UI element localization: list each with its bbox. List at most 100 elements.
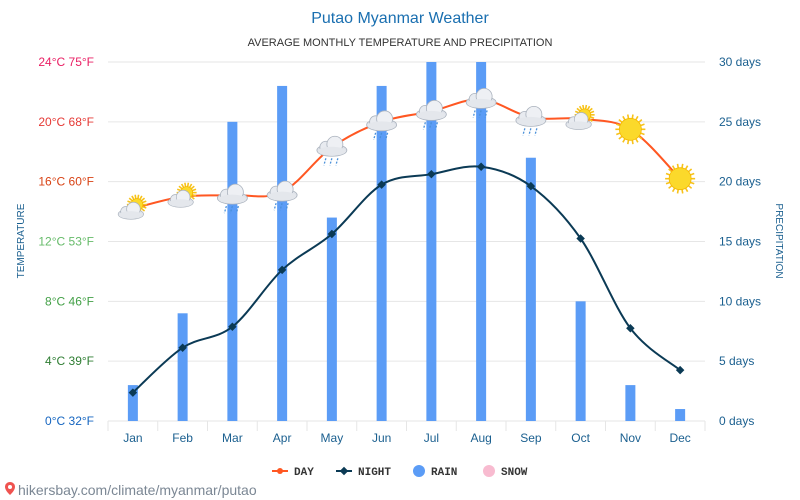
y-right-tick: 20 days bbox=[719, 175, 761, 189]
legend-item-day: DAY bbox=[272, 467, 314, 479]
night-point bbox=[675, 365, 685, 375]
rain-drop bbox=[528, 128, 532, 136]
rain-drop bbox=[373, 132, 377, 141]
axis-ticks: 0°C 32°F 0 days 4°C 39°F 5 days 8°C 46°F 10 d… bbox=[38, 55, 761, 445]
rain-bar bbox=[326, 217, 337, 421]
y-left-tick: 12°C 53°F bbox=[38, 235, 94, 249]
rain-drop bbox=[223, 205, 227, 214]
rain-drop bbox=[235, 205, 239, 214]
x-tick-label: Mar bbox=[222, 431, 243, 445]
rain-cloud-icon bbox=[216, 183, 248, 214]
legend-label: SNOW bbox=[501, 467, 528, 479]
cloud-shape bbox=[316, 135, 348, 157]
footer-url[interactable]: hikersbay.com/climate/myanmar/putao bbox=[18, 482, 257, 498]
sun-icon bbox=[615, 114, 646, 145]
rain-drop bbox=[285, 202, 289, 211]
night-point bbox=[377, 180, 386, 189]
rain-bar bbox=[227, 121, 238, 421]
cloud-shape bbox=[415, 99, 447, 121]
location-pin-icon bbox=[5, 482, 15, 495]
y-left-tick: 20°C 68°F bbox=[38, 115, 94, 129]
cloud-shape bbox=[565, 112, 592, 130]
rain-drop bbox=[279, 202, 283, 211]
y-right-tick: 15 days bbox=[719, 235, 761, 249]
night-point bbox=[327, 229, 337, 239]
night-point bbox=[427, 169, 436, 179]
chart-title: Putao Myanmar Weather bbox=[311, 10, 489, 27]
rain-drop bbox=[534, 128, 538, 136]
day-line bbox=[132, 98, 681, 210]
y-right-axis-label: PRECIPITATION bbox=[773, 203, 784, 278]
cloud-shape bbox=[465, 87, 497, 109]
rain-drop bbox=[522, 128, 526, 136]
legend-marker bbox=[339, 466, 349, 476]
rain-bar bbox=[625, 385, 636, 421]
y-left-axis-label: TEMPERATURE bbox=[16, 203, 27, 278]
cloud-shape bbox=[515, 105, 547, 127]
rain-cloud-icon bbox=[316, 135, 348, 166]
night-line bbox=[132, 165, 681, 394]
x-tick-label: May bbox=[321, 431, 344, 445]
y-left-tick: 24°C 75°F bbox=[38, 55, 94, 69]
night-point bbox=[228, 322, 237, 332]
night-point bbox=[128, 388, 138, 397]
cloud-sun-icon bbox=[167, 182, 197, 208]
legend-marker bbox=[413, 465, 425, 477]
night-point bbox=[476, 162, 486, 171]
legend-label: DAY bbox=[294, 467, 314, 479]
x-tick-label: Jan bbox=[123, 431, 142, 445]
rain-drop bbox=[385, 132, 389, 141]
chart-subtitle: AVERAGE MONTHLY TEMPERATURE AND PRECIPIT… bbox=[248, 37, 553, 49]
footer: hikersbay.com/climate/myanmar/putao bbox=[5, 482, 257, 498]
x-tick-label: Jul bbox=[424, 431, 439, 445]
rain-bar bbox=[127, 385, 138, 421]
y-right-tick: 25 days bbox=[719, 115, 761, 129]
y-left-tick: 4°C 39°F bbox=[45, 354, 94, 368]
x-tick-label: Nov bbox=[620, 431, 641, 445]
legend-marker bbox=[483, 465, 495, 477]
x-tick-label: Dec bbox=[669, 431, 690, 445]
y-left-tick: 0°C 32°F bbox=[45, 414, 94, 428]
x-tick-label: Feb bbox=[172, 431, 193, 445]
rain-cloud-icon bbox=[465, 87, 497, 118]
x-tick-label: Aug bbox=[470, 431, 491, 445]
sun-icon bbox=[665, 163, 696, 194]
x-tick-label: Sep bbox=[520, 431, 542, 445]
rain-drop bbox=[434, 122, 438, 130]
night-series bbox=[128, 162, 685, 397]
y-right-tick: 10 days bbox=[719, 294, 761, 308]
night-point bbox=[277, 265, 287, 275]
legend-marker bbox=[277, 468, 283, 474]
legend-item-rain: RAIN bbox=[413, 465, 457, 479]
x-tick-label: Jun bbox=[372, 431, 391, 445]
x-tick-label: Oct bbox=[571, 431, 590, 445]
rain-drop bbox=[478, 110, 482, 118]
rain-cloud-icon bbox=[366, 110, 398, 141]
sun-shape bbox=[615, 114, 646, 145]
grid-lines bbox=[107, 61, 706, 431]
legend: DAY NIGHT RAIN SNOW bbox=[272, 465, 528, 479]
rain-cloud-icon bbox=[515, 105, 547, 136]
night-point bbox=[626, 324, 635, 333]
rain-cloud-icon bbox=[266, 180, 298, 211]
x-tick-label: Apr bbox=[273, 431, 292, 445]
rain-bar bbox=[426, 62, 437, 421]
weather-icons bbox=[117, 87, 696, 220]
cloud-shape bbox=[266, 180, 298, 202]
rain-drop bbox=[379, 132, 383, 141]
cloud-shape bbox=[117, 201, 144, 220]
rain-drop bbox=[273, 202, 277, 211]
rain-drop bbox=[229, 205, 233, 214]
cloud-shape bbox=[366, 110, 398, 132]
y-left-tick: 8°C 46°F bbox=[45, 294, 94, 308]
rain-drop bbox=[323, 158, 327, 166]
rain-bar bbox=[177, 313, 188, 421]
legend-item-snow: SNOW bbox=[483, 465, 528, 479]
rain-drop bbox=[329, 158, 333, 166]
rain-bar bbox=[675, 409, 686, 421]
rain-drop bbox=[422, 122, 426, 130]
y-right-tick: 30 days bbox=[719, 55, 761, 69]
legend-label: RAIN bbox=[431, 467, 457, 479]
rain-drop bbox=[335, 158, 339, 166]
